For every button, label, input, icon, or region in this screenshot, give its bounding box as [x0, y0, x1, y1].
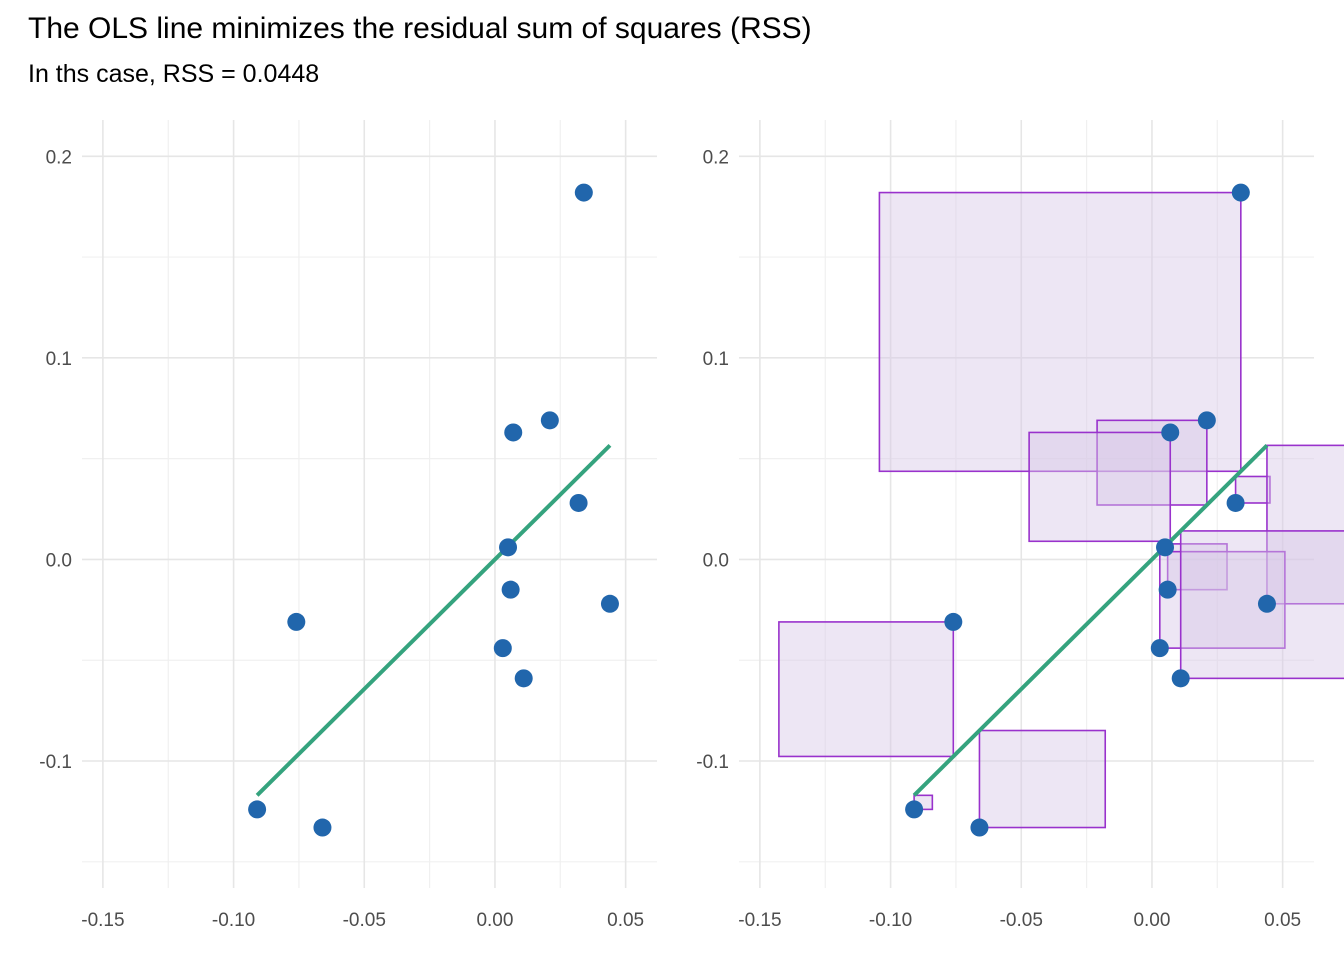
x-tick-label: 0.05 — [1264, 910, 1301, 931]
residual-square — [1028, 431, 1172, 543]
data-point — [540, 411, 559, 430]
data-point — [1161, 423, 1180, 442]
data-point — [600, 594, 619, 613]
ols-line — [912, 443, 1269, 797]
residual-square — [1096, 419, 1208, 506]
panel-left: -0.15 -0.10 -0.05 0.00 0.05 -0.1 0.0 0.1 0.2 — [39, 120, 657, 931]
data-point — [905, 800, 924, 819]
data-point — [1197, 411, 1216, 430]
data-points — [248, 183, 619, 837]
x-tick-label: 0.00 — [1133, 910, 1170, 931]
y-tick-label: 0.0 — [703, 550, 729, 571]
data-point — [1150, 639, 1169, 658]
x-tick-label: -0.05 — [1000, 910, 1043, 931]
x-tick-label: -0.15 — [738, 910, 781, 931]
data-point — [504, 423, 523, 442]
data-point — [569, 493, 588, 512]
data-point — [499, 538, 518, 557]
residual-square — [978, 729, 1107, 829]
y-tick-label: -0.1 — [39, 752, 72, 773]
chart-title: The OLS line minimizes the residual sum … — [28, 12, 812, 45]
data-point — [1226, 493, 1245, 512]
y-tick-label: 0.2 — [703, 147, 729, 168]
data-point — [313, 818, 332, 837]
x-tick-label: -0.15 — [81, 910, 124, 931]
data-point — [1171, 669, 1190, 688]
x-tick-label: -0.10 — [869, 910, 912, 931]
residual-square — [1266, 444, 1344, 605]
y-tick-label: 0.2 — [46, 147, 72, 168]
x-tick-label: 0.00 — [476, 910, 513, 931]
data-point — [248, 800, 267, 819]
data-point — [1231, 183, 1250, 202]
data-point — [1257, 594, 1276, 613]
data-point — [287, 612, 306, 631]
gridlines — [82, 120, 657, 888]
panel-right: -0.15 -0.10 -0.05 0.00 0.05 -0.1 0.0 0.1 0.2 — [696, 120, 1344, 931]
data-point — [944, 612, 963, 631]
data-point — [1158, 580, 1177, 599]
x-tick-label: -0.05 — [343, 910, 386, 931]
residual-square — [878, 191, 1242, 473]
data-point — [514, 669, 533, 688]
y-tick-label: 0.1 — [46, 349, 72, 370]
x-tick-label: -0.10 — [212, 910, 255, 931]
y-tick-label: -0.1 — [696, 752, 729, 773]
x-tick-label: 0.05 — [607, 910, 644, 931]
data-point — [970, 818, 989, 837]
chart-subtitle: In ths case, RSS = 0.0448 — [28, 60, 320, 88]
data-point — [493, 639, 512, 658]
y-tick-label: 0.0 — [46, 550, 72, 571]
data-point — [574, 183, 593, 202]
residual-square — [778, 621, 955, 758]
residual-squares — [778, 191, 1344, 829]
data-points — [905, 183, 1276, 837]
data-point — [501, 580, 520, 599]
ols-line — [255, 443, 612, 797]
gridlines — [739, 120, 1314, 888]
y-tick-label: 0.1 — [703, 349, 729, 370]
data-point — [1156, 538, 1175, 557]
